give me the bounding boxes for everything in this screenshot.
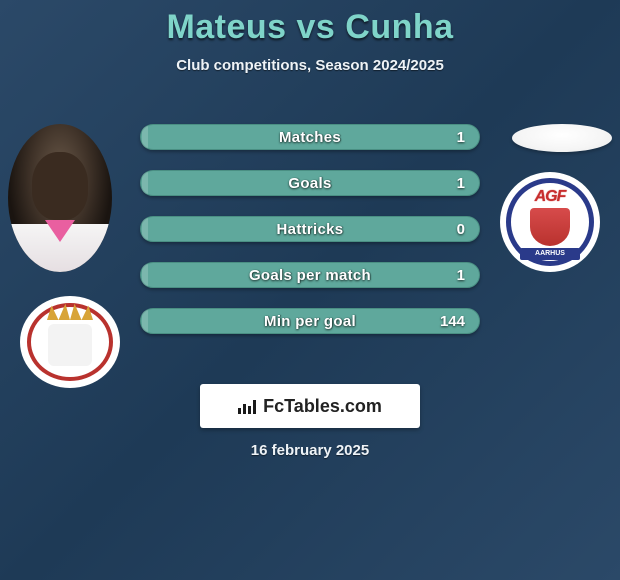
page-title: Mateus vs Cunha — [0, 8, 620, 47]
club-right-banner: AARHUS — [520, 248, 580, 260]
stat-label: Hattricks — [141, 221, 479, 238]
stat-value: 0 — [457, 221, 465, 238]
bar-chart-icon — [238, 398, 256, 414]
stat-bars: Matches 1 Goals 1 Hattricks 0 Goals per … — [140, 124, 480, 354]
stat-label: Goals — [141, 175, 479, 192]
club-left-badge — [20, 296, 120, 388]
brand-badge: FcTables.com — [200, 384, 420, 428]
stat-bar-matches: Matches 1 — [140, 124, 480, 150]
player-left-avatar — [8, 124, 112, 272]
club-right-badge: AGF AARHUS — [500, 172, 600, 272]
stat-bar-hattricks: Hattricks 0 — [140, 216, 480, 242]
stat-label: Goals per match — [141, 267, 479, 284]
stat-label: Matches — [141, 129, 479, 146]
player-right-avatar — [512, 124, 612, 152]
stat-value: 1 — [457, 267, 465, 284]
shield-icon — [530, 208, 570, 246]
stat-bar-minpg: Min per goal 144 — [140, 308, 480, 334]
club-left-inner — [48, 324, 92, 366]
stat-value: 1 — [457, 175, 465, 192]
stat-value: 144 — [440, 313, 465, 330]
stat-label: Min per goal — [141, 313, 479, 330]
avatar-head — [32, 152, 88, 220]
brand-text: FcTables.com — [238, 396, 382, 417]
club-right-letters: AGF — [500, 188, 600, 206]
stat-bar-goals: Goals 1 — [140, 170, 480, 196]
brand-name: FcTables.com — [263, 396, 382, 417]
subtitle: Club competitions, Season 2024/2025 — [0, 57, 620, 74]
stat-value: 1 — [457, 129, 465, 146]
date-label: 16 february 2025 — [0, 442, 620, 459]
stat-bar-gpm: Goals per match 1 — [140, 262, 480, 288]
comparison-card: Mateus vs Cunha Club competitions, Seaso… — [0, 0, 620, 74]
